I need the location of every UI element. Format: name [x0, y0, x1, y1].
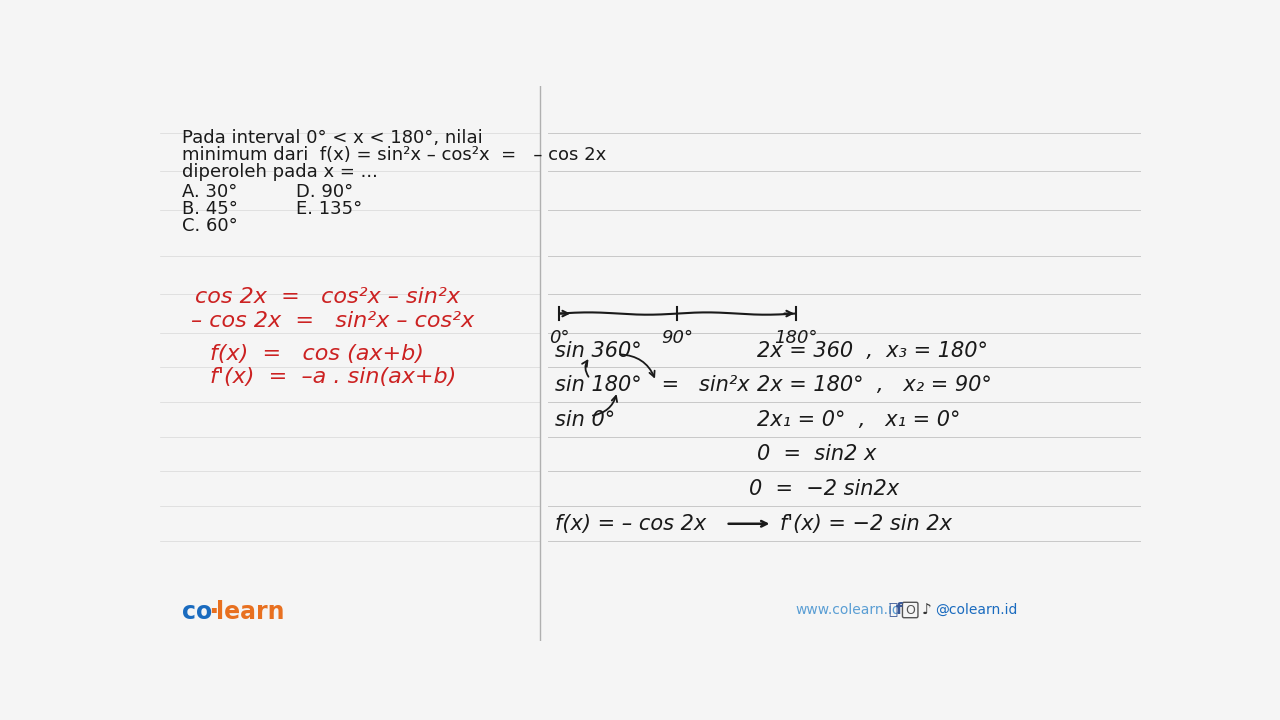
- Text: 0  =  sin2 x: 0 = sin2 x: [756, 444, 876, 464]
- Text: O: O: [905, 603, 915, 616]
- Text: co: co: [182, 600, 212, 624]
- Text: C. 60°: C. 60°: [182, 217, 238, 235]
- Text: 0°: 0°: [549, 329, 570, 347]
- Text: learn: learn: [216, 600, 284, 624]
- Text: 0  =  −2 sin2x: 0 = −2 sin2x: [749, 479, 899, 499]
- Text: f: f: [896, 603, 902, 618]
- Text: f(x)  =   cos (ax+b): f(x) = cos (ax+b): [210, 344, 424, 364]
- Text: 2x = 180°  ,   x₂ = 90°: 2x = 180° , x₂ = 90°: [756, 375, 992, 395]
- Text: minimum dari  f(x) = sin²x – cos²x  =   – cos 2x: minimum dari f(x) = sin²x – cos²x = – co…: [182, 145, 605, 163]
- Text: diperoleh pada x = ...: diperoleh pada x = ...: [182, 163, 378, 181]
- Text: @colearn.id: @colearn.id: [934, 603, 1018, 617]
- Text: A. 30°: A. 30°: [182, 183, 237, 201]
- Text: Pada interval 0° < x < 180°, nilai: Pada interval 0° < x < 180°, nilai: [182, 129, 483, 147]
- Text: 90°: 90°: [660, 329, 692, 347]
- Text: 2x₁ = 0°  ,   x₁ = 0°: 2x₁ = 0° , x₁ = 0°: [756, 410, 960, 430]
- Text: 2x = 360  ,  x₃ = 180°: 2x = 360 , x₃ = 180°: [756, 341, 988, 361]
- Text: 180°: 180°: [773, 329, 817, 347]
- Text: sin 0°: sin 0°: [556, 410, 616, 430]
- Text: B. 45°: B. 45°: [182, 199, 238, 217]
- Text: – cos 2x  =   sin²x – cos²x: – cos 2x = sin²x – cos²x: [191, 311, 474, 331]
- Text: D. 90°: D. 90°: [296, 183, 353, 201]
- Text: f'(x) = −2 sin 2x: f'(x) = −2 sin 2x: [780, 514, 952, 534]
- Text: www.colearn.id: www.colearn.id: [795, 603, 901, 617]
- Text: : : [888, 603, 897, 618]
- Text: ♪: ♪: [922, 603, 932, 618]
- Text: f(x) = – cos 2x: f(x) = – cos 2x: [556, 514, 707, 534]
- Text: f'(x)  =  –a . sin(ax+b): f'(x) = –a . sin(ax+b): [210, 367, 457, 387]
- Text: cos 2x  =   cos²x – sin²x: cos 2x = cos²x – sin²x: [195, 287, 460, 307]
- Text: sin 360°: sin 360°: [556, 341, 643, 361]
- Text: ·: ·: [209, 598, 219, 626]
- Text: E. 135°: E. 135°: [296, 199, 362, 217]
- Text: sin 180°   =   sin²x: sin 180° = sin²x: [556, 375, 750, 395]
